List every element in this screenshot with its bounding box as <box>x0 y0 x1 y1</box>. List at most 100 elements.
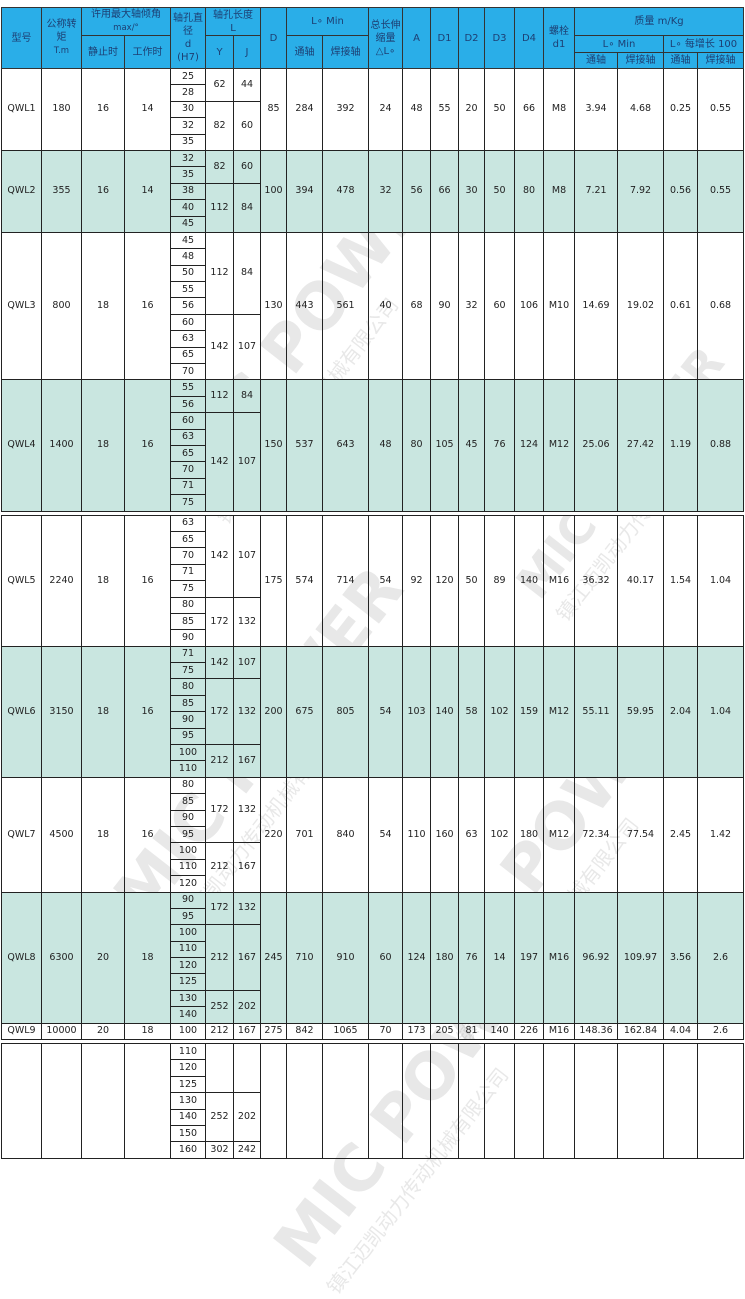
cell-D2: 63 <box>458 776 486 893</box>
cell-length-Y: 172 <box>205 776 234 844</box>
cell-L-weld: 1065 <box>321 1022 370 1041</box>
cell-length-J: 84 <box>233 231 261 315</box>
cell-D: 275 <box>260 1022 287 1041</box>
cell-bore-d: 95 <box>170 727 206 746</box>
table-row: QWL3 800 18 16 45 112 84 130 443 561 40 68 90 32 60 106… <box>1 231 745 381</box>
col-J: J <box>233 35 261 69</box>
cell-bore-d: 110 <box>170 940 206 959</box>
cell-dL: 54 <box>368 514 404 647</box>
cell-w-100-weld: 0.55 <box>697 68 745 151</box>
torque-label: 公称转矩 <box>46 19 77 43</box>
table-row: 95 <box>2 907 744 926</box>
cell-D3 <box>484 1043 516 1159</box>
cell-static: 18 <box>81 231 125 381</box>
cell-bore-d: 32 <box>170 117 206 135</box>
cell-model: QWL6 <box>1 645 42 778</box>
table-row: 75 <box>2 494 744 512</box>
cell-w-100-weld: 0.88 <box>697 379 745 512</box>
cell-static: 18 <box>81 645 125 778</box>
col-Y: Y <box>205 35 234 69</box>
cell-model: QWL8 <box>1 891 42 1024</box>
table-row: QWL6 3150 18 16 71 142 107 200 675 805 54 103 140 58 1… <box>1 645 745 778</box>
cell-torque: 180 <box>41 68 82 151</box>
table-row: 130 252 202 <box>2 989 744 1024</box>
bore-h7: (H7) <box>177 52 199 63</box>
cell-dL: 40 <box>368 231 404 381</box>
cell-bore-d: 28 <box>170 84 206 102</box>
cell-D2: 45 <box>458 379 486 512</box>
col-D3: D3 <box>484 7 516 69</box>
cell-d1: M10 <box>543 231 576 381</box>
cell-working: 16 <box>124 379 171 512</box>
cell-model: QWL3 <box>1 231 42 381</box>
table-row: 75 <box>2 662 744 680</box>
cell-torque: 6300 <box>41 891 82 1024</box>
cell-w-100-weld: 1.04 <box>697 514 745 647</box>
cell-bore-d: 70 <box>170 547 206 565</box>
cell-bore-d: 55 <box>170 281 206 299</box>
cell-D: 245 <box>260 891 287 1024</box>
table-row: 75 <box>2 580 744 598</box>
cell-L-through: 284 <box>286 68 323 151</box>
cell-bore-d: 71 <box>170 563 206 582</box>
cell-w-100-through: 2.04 <box>663 645 699 778</box>
cell-dL: 54 <box>368 776 404 893</box>
cell-D4: 80 <box>514 149 545 233</box>
cell-model: QWL4 <box>1 379 42 512</box>
cell-D4: 226 <box>514 1022 545 1041</box>
cell-dL: 70 <box>368 1022 404 1041</box>
cell-length-Y: 172 <box>205 596 234 647</box>
cell-d1: M8 <box>543 149 576 233</box>
cell-L-through: 675 <box>286 645 323 778</box>
cell-dL: 24 <box>368 68 404 151</box>
cell-length-J: 202 <box>233 989 261 1024</box>
table-row: 60 142 107 <box>2 412 744 512</box>
cell-A: 103 <box>402 645 432 778</box>
cell-static: 20 <box>81 1022 125 1041</box>
cell-d1 <box>543 1043 576 1159</box>
cell-torque: 2240 <box>41 514 82 647</box>
cell-length-Y: 142 <box>205 412 234 512</box>
cell-w-100-weld: 1.42 <box>697 776 745 893</box>
delta-l-label: 总长伸缩量 <box>370 19 401 44</box>
cell-bore-d: 110 <box>170 760 206 778</box>
cell-w-min-through: 72.34 <box>574 776 619 893</box>
spacer <box>1 511 744 516</box>
cell-length-Y: 142 <box>205 313 234 381</box>
cell-static: 18 <box>81 514 125 647</box>
cell-bore-d: 110 <box>170 858 206 877</box>
cell-D1: 205 <box>430 1022 460 1041</box>
table-row: 120 <box>2 1059 744 1077</box>
cell-w-min-weld: 4.68 <box>617 68 665 151</box>
cell-bore-d: 150 <box>170 1124 206 1143</box>
table-row: 70 <box>2 461 744 479</box>
cell-length-J: 167 <box>233 924 261 991</box>
cell-w-min-through: 36.32 <box>574 514 619 647</box>
col-D2: D2 <box>458 7 486 69</box>
cell-L-weld: 840 <box>321 776 370 893</box>
cell-bore-d: 63 <box>170 330 206 348</box>
cell-L-weld: 714 <box>321 514 370 647</box>
cell-length-J: 132 <box>233 776 261 844</box>
cell-D3: 102 <box>484 776 516 893</box>
cell-bore-d: 95 <box>170 907 206 926</box>
torque-unit: T.m <box>53 46 70 56</box>
cell-static: 18 <box>81 379 125 512</box>
cell-working <box>124 1043 171 1159</box>
cell-D4: 197 <box>514 891 545 1024</box>
table-row: 71 <box>2 477 744 496</box>
cell-bore-d: 65 <box>170 530 206 549</box>
cell-bore-d: 63 <box>170 428 206 446</box>
cell-working: 14 <box>124 68 171 151</box>
cell-L-through: 537 <box>286 379 323 512</box>
cell-bore-d: 45 <box>170 231 206 250</box>
cell-bore-d: 35 <box>170 166 206 184</box>
row-spacer <box>1 511 744 516</box>
cell-bore-d: 63 <box>170 514 206 532</box>
cell-torque: 3150 <box>41 645 82 778</box>
cell-length-Y: 212 <box>205 842 234 893</box>
cell-D2: 81 <box>458 1022 486 1041</box>
cell-length-J: 167 <box>233 744 261 778</box>
cell-D: 85 <box>260 68 287 151</box>
cell-w-100-through: 1.19 <box>663 379 699 512</box>
